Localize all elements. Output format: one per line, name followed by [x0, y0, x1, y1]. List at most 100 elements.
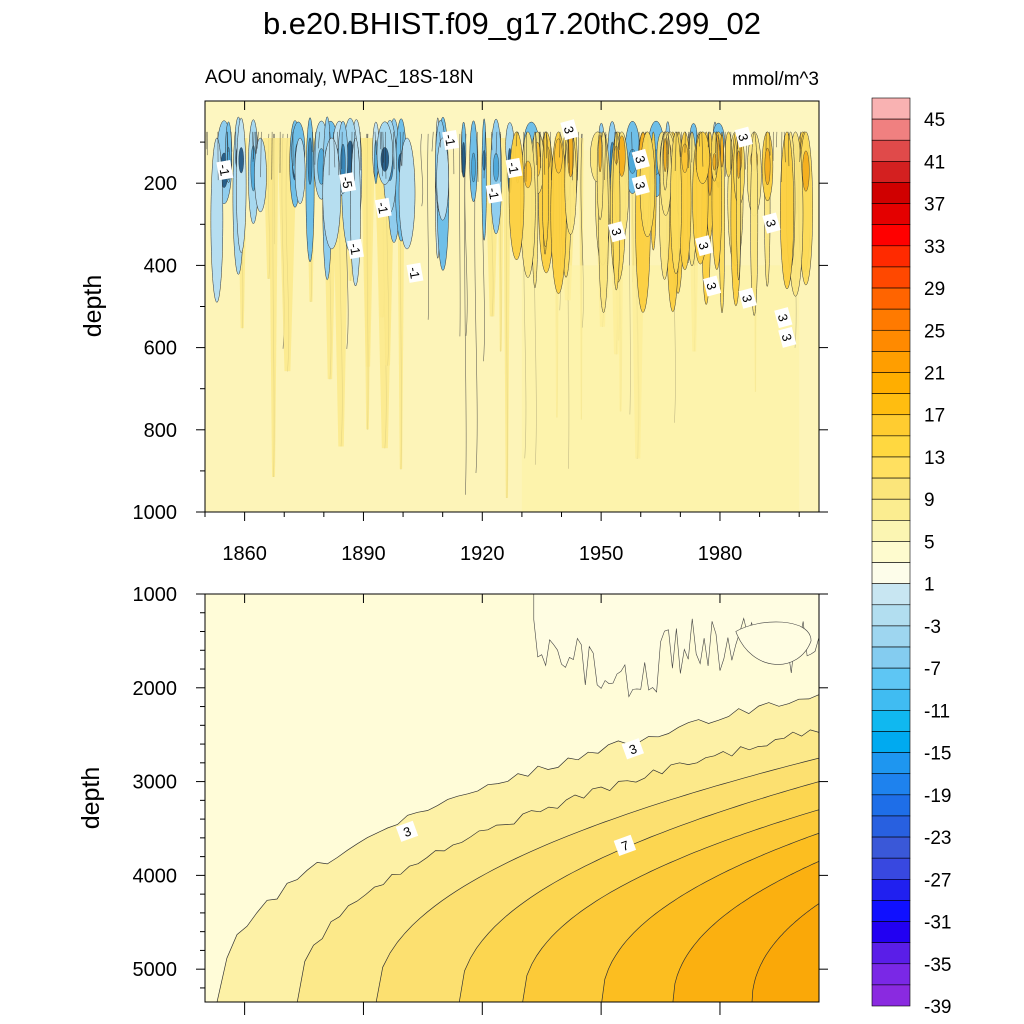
svg-text:-1: -1 [442, 133, 459, 147]
colorbar-label: 45 [924, 110, 945, 131]
colorbar-label: -23 [924, 828, 951, 849]
colorbar-swatch [871, 667, 911, 690]
colorbar-swatch [871, 646, 911, 669]
svg-text:-1: -1 [485, 187, 502, 201]
top-contour-line [708, 131, 711, 153]
top-negative-region [322, 137, 342, 250]
bottom-contour-label: 3 [621, 738, 645, 760]
colorbar-swatch [871, 984, 911, 1007]
top-negative-core [380, 147, 389, 172]
colorbar-swatch [871, 710, 911, 732]
svg-text:3: 3 [695, 240, 711, 251]
top-contour-label: -1 [374, 197, 392, 218]
top-positive-lobe [750, 131, 759, 316]
top-y-tick-label: 1000 [133, 502, 178, 524]
top-contour-line [495, 131, 498, 155]
svg-text:3: 3 [775, 312, 791, 323]
svg-text:3: 3 [561, 124, 577, 135]
top-positive-streak [363, 137, 372, 430]
top-contour-line [256, 131, 259, 149]
colorbar-swatch [871, 625, 911, 648]
top-panel-ticks: 1860 1890 1920 1950 1980 200 400 600 800 1000 [133, 101, 828, 565]
svg-text:3: 3 [632, 154, 648, 165]
top-contour-line [515, 131, 518, 147]
colorbar-label: -15 [924, 744, 951, 765]
top-contour-line [464, 133, 467, 495]
colorbar-swatch [871, 477, 911, 500]
colorbar-label: -7 [924, 659, 941, 680]
top-contour-line [577, 131, 580, 181]
colorbar-swatch [871, 118, 911, 141]
bottom-y-tick-label: 4000 [133, 865, 178, 887]
top-positive-lobe [670, 131, 682, 274]
top-contour-line [787, 131, 790, 167]
colorbar-label: 33 [924, 237, 945, 258]
top-positive-core [554, 138, 563, 174]
bottom-panel-frame [204, 593, 820, 1003]
colorbar-label: 9 [924, 490, 935, 511]
top-contour-line [543, 131, 546, 175]
bottom-y-tick-label: 3000 [133, 772, 178, 794]
top-contour-line [384, 131, 387, 179]
bottom-panel-contour-labels: 3 3 7 [395, 738, 645, 856]
top-negative-core [307, 137, 313, 185]
colorbar-swatch [871, 879, 911, 901]
svg-text:-5: -5 [339, 175, 356, 189]
top-positive-core [598, 134, 602, 173]
top-contour-line [230, 131, 233, 152]
top-positive-lobe [780, 131, 794, 290]
colorbar-swatch [871, 308, 911, 331]
top-contour-label: 3 [631, 148, 650, 170]
top-contour-label: 3 [631, 174, 650, 196]
top-contour-line [379, 131, 381, 150]
top-contour-label: 3 [762, 212, 781, 234]
colorbar-swatch [871, 372, 911, 394]
top-y-axis-label: depth [79, 275, 107, 338]
top-contour-line [776, 131, 778, 148]
svg-text:-1: -1 [374, 201, 391, 215]
top-pale-region [521, 265, 800, 512]
top-contour-label: -5 [339, 172, 357, 193]
colorbar-swatch [871, 794, 911, 817]
colorbar-swatch [871, 604, 911, 627]
top-positive-streak [503, 137, 511, 498]
colorbar-label: 13 [924, 448, 945, 469]
top-contour-label: -1 [442, 129, 460, 151]
top-contour-line [359, 131, 362, 171]
svg-text:3: 3 [779, 332, 795, 343]
top-contour-label: -1 [485, 183, 503, 204]
colorbar-label: -39 [924, 997, 951, 1018]
top-contour-line [314, 131, 316, 165]
top-contour-line [695, 131, 698, 170]
top-contour-line [613, 131, 616, 151]
colorbar-swatch [871, 900, 911, 922]
top-contour-line [674, 131, 677, 172]
colorbar-swatch [871, 182, 911, 204]
colorbar-swatch [871, 203, 911, 225]
top-contour-line [780, 131, 783, 183]
top-contour-line [572, 131, 574, 181]
colorbar-label: 37 [924, 195, 945, 216]
top-negative-region [398, 137, 416, 250]
colorbar-swatch [871, 562, 911, 584]
bottom-y-axis-label: depth [77, 767, 105, 830]
svg-text:3: 3 [703, 281, 719, 292]
colorbar-swatch [871, 815, 911, 838]
colorbar-swatch [871, 921, 911, 943]
bottom-panel-contour-fill [216, 594, 819, 1002]
top-contour-line [401, 131, 404, 167]
bottom-closed-contour [735, 621, 812, 665]
colorbar-label: -31 [924, 913, 951, 934]
colorbar-swatch [871, 287, 911, 310]
top-negative-core [238, 147, 244, 174]
svg-text:3: 3 [735, 132, 751, 143]
svg-text:-1: -1 [505, 161, 522, 175]
top-y-tick-label: 200 [144, 173, 177, 195]
top-contour-line [431, 131, 434, 152]
top-positive-core [720, 134, 724, 168]
top-contour-line [523, 131, 525, 169]
colorbar-swatch [871, 836, 911, 859]
colorbar-swatch [871, 266, 911, 289]
